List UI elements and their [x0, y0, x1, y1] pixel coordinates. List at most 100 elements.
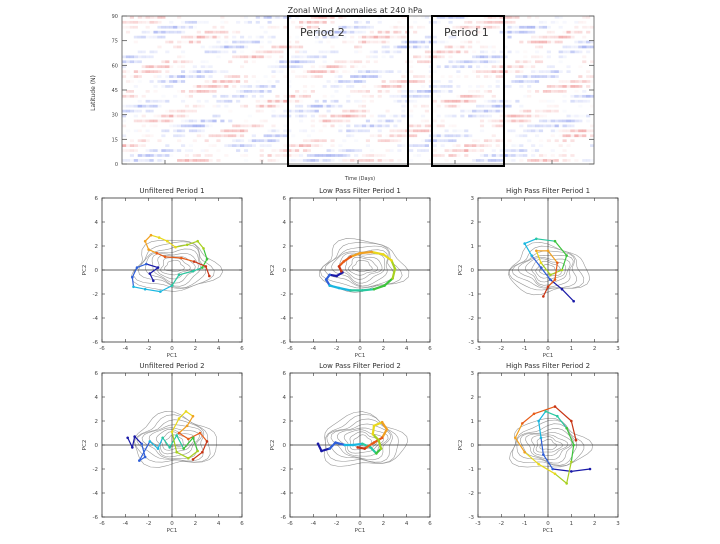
heatmap-cell [574, 159, 579, 162]
trajectory-point [205, 440, 209, 443]
heatmap-cell [125, 104, 131, 108]
heatmap-cell [330, 99, 335, 103]
heatmap-cell [252, 85, 256, 88]
heatmap-cell [483, 154, 488, 157]
heatmap-cell [393, 85, 398, 88]
heatmap-cell [413, 20, 418, 24]
trajectory-segment [369, 446, 378, 455]
heatmap-cell [483, 90, 488, 93]
heatmap-cell [479, 70, 485, 73]
heatmap-cell [137, 55, 142, 59]
heatmap-cell [361, 124, 367, 128]
heatmap-cell [255, 99, 260, 103]
heatmap-cell [495, 65, 500, 69]
heatmap-cell [570, 45, 575, 49]
heatmap-cell [487, 60, 492, 64]
heatmap-cell [192, 129, 197, 133]
heatmap-cell [417, 144, 422, 147]
heatmap-cell [499, 50, 504, 54]
heatmap-cell [570, 80, 575, 83]
heatmap-cell [346, 159, 351, 162]
heatmap-cell [196, 70, 201, 73]
heatmap-cell [208, 45, 213, 49]
heatmap-cell [306, 70, 311, 73]
heatmap-cell [369, 40, 374, 44]
heatmap-cell [566, 35, 571, 39]
heatmap-cell [590, 144, 595, 147]
heatmap-cell [491, 50, 496, 54]
heatmap-cell [428, 139, 433, 143]
heatmap-cell [169, 40, 174, 44]
heatmap-cell [479, 20, 485, 24]
heatmap-cell [236, 144, 241, 147]
heatmap-cell [138, 80, 142, 83]
x-tick-label: 4 [405, 346, 409, 352]
heatmap-cell [358, 149, 363, 152]
heatmap-cell [299, 50, 304, 54]
heatmap-cell [377, 129, 382, 133]
heatmap-cell [326, 109, 331, 113]
heatmap-cell [574, 90, 578, 93]
heatmap-cell [283, 75, 288, 78]
heatmap-cell [295, 104, 300, 108]
heatmap-cell [212, 94, 217, 98]
heatmap-cell [503, 16, 508, 19]
heatmap-cell [582, 99, 587, 103]
period-box [287, 15, 409, 167]
heatmap-cell [287, 114, 292, 118]
heatmap-cell [259, 104, 264, 108]
trajectory-point [191, 269, 195, 273]
heatmap-cell [169, 65, 174, 69]
heatmap-cell [409, 45, 414, 49]
heatmap-cell [129, 90, 134, 93]
heatmap-cell [157, 159, 162, 162]
heatmap-cell [535, 55, 540, 59]
heatmap-cell [161, 85, 166, 88]
heatmap-cell [212, 30, 217, 34]
trajectory-segment [566, 427, 575, 446]
heatmap-cell [538, 60, 544, 64]
heatmap-cell [184, 114, 190, 118]
heatmap-cell [122, 109, 127, 113]
x-axis-label: PC1 [543, 353, 554, 359]
heatmap-cell [479, 124, 485, 128]
heatmap-cell [354, 109, 359, 113]
heatmap-cell [554, 139, 559, 143]
trajectory-segment [178, 425, 188, 434]
contour-line [351, 260, 373, 272]
heatmap-cell [555, 129, 559, 132]
heatmap-cell [578, 134, 583, 138]
heatmap-cell [483, 55, 488, 59]
heatmap-cell [184, 35, 190, 39]
heatmap-cell [330, 85, 335, 88]
heatmap-cell [318, 154, 323, 157]
heatmap-cell [389, 26, 393, 29]
heatmap-cell [173, 124, 178, 128]
heatmap-cell [149, 20, 154, 24]
heatmap-cell [322, 50, 327, 54]
heatmap-cell [204, 139, 209, 143]
heatmap-cell [141, 35, 146, 39]
heatmap-cell [381, 119, 386, 123]
heatmap-cell [314, 159, 319, 162]
trajectory-point [380, 436, 384, 440]
heatmap-cell [515, 50, 520, 54]
heatmap-cell [149, 99, 154, 103]
heatmap-cell [511, 20, 516, 24]
phase-panel: Unfiltered Period 1-6 -4 -2 0 2 4 6-6-4-20246P… [82, 187, 244, 359]
heatmap-cell [546, 90, 551, 93]
trajectory-point [521, 422, 524, 425]
heatmap-cell [441, 75, 445, 78]
heatmap-cell [495, 109, 500, 113]
heatmap-cell [314, 154, 319, 157]
heatmap-cell [259, 119, 264, 123]
heatmap-cell [322, 159, 327, 162]
heatmap-cell [212, 119, 217, 123]
heatmap-cell [192, 154, 197, 157]
heatmap-cell [523, 65, 528, 69]
trajectory-segment [197, 240, 205, 249]
heatmap-cell [310, 114, 315, 118]
heatmap-cell [133, 159, 138, 162]
heatmap-cell [535, 134, 540, 138]
heatmap-cell [125, 144, 131, 147]
